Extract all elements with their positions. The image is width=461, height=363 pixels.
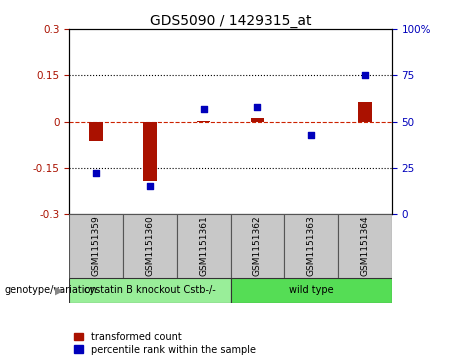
- Bar: [251, 118, 264, 122]
- Legend: transformed count, percentile rank within the sample: transformed count, percentile rank withi…: [74, 332, 255, 355]
- Bar: [197, 121, 210, 122]
- Text: cystatin B knockout Cstb-/-: cystatin B knockout Cstb-/-: [84, 285, 216, 295]
- Point: [200, 106, 207, 111]
- Point: [254, 104, 261, 110]
- Point: [361, 72, 369, 78]
- Text: ▶: ▶: [55, 285, 63, 295]
- Text: GSM1151359: GSM1151359: [92, 216, 100, 276]
- Title: GDS5090 / 1429315_at: GDS5090 / 1429315_at: [150, 14, 311, 28]
- Bar: [338, 214, 392, 278]
- Bar: [69, 278, 230, 303]
- Text: genotype/variation: genotype/variation: [5, 285, 97, 295]
- Bar: [177, 214, 230, 278]
- Bar: [143, 122, 157, 181]
- Text: GSM1151362: GSM1151362: [253, 216, 262, 276]
- Bar: [358, 102, 372, 122]
- Text: GSM1151363: GSM1151363: [307, 216, 316, 276]
- Point: [92, 171, 100, 176]
- Bar: [230, 214, 284, 278]
- Point: [307, 132, 315, 138]
- Bar: [89, 122, 103, 141]
- Point: [146, 184, 154, 189]
- Bar: [123, 214, 177, 278]
- Bar: [230, 278, 392, 303]
- Text: wild type: wild type: [289, 285, 333, 295]
- Bar: [284, 214, 338, 278]
- Text: GSM1151364: GSM1151364: [361, 216, 369, 276]
- Bar: [69, 214, 123, 278]
- Text: GSM1151361: GSM1151361: [199, 216, 208, 276]
- Text: GSM1151360: GSM1151360: [145, 216, 154, 276]
